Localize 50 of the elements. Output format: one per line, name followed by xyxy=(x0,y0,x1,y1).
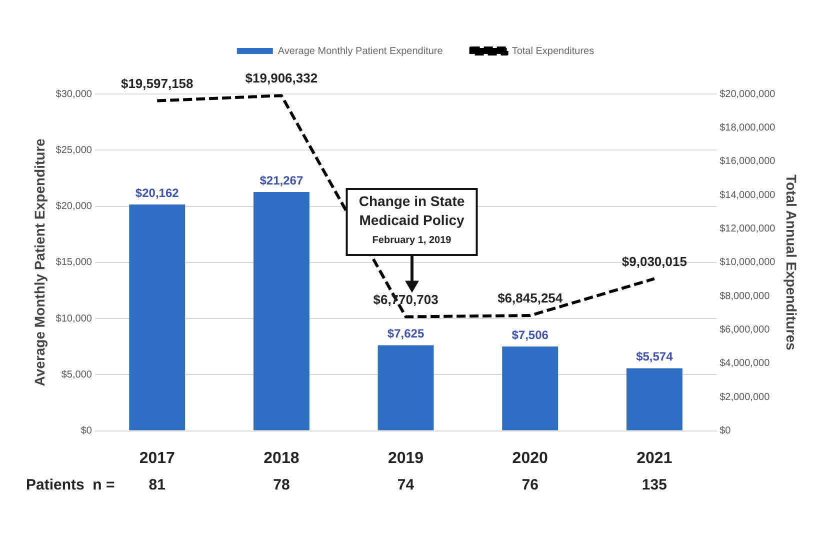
text: 135 xyxy=(642,476,667,494)
y2-tick-label: $14,000,000 xyxy=(720,190,776,201)
y2-axis-title: Total Annual Expenditures xyxy=(784,174,800,351)
x-tick-label: 2021 xyxy=(636,450,672,467)
data-label: $5,574 xyxy=(636,350,674,364)
text: 74 xyxy=(397,476,415,494)
y-tick-label: $15,000 xyxy=(56,257,92,268)
data-label: $20,162 xyxy=(135,186,180,200)
y2-tick-label: $4,000,000 xyxy=(720,358,770,370)
x-tick-label: 2019 xyxy=(388,450,424,467)
bar xyxy=(502,346,558,430)
data-label: $6,770,703 xyxy=(373,292,438,307)
y-tick-label: $30,000 xyxy=(56,88,92,100)
data-label: $9,030,015 xyxy=(622,254,687,269)
y-tick-label: $20,000 xyxy=(56,201,92,212)
y2-tick-label: $0 xyxy=(720,426,732,437)
data-label: $6,845,254 xyxy=(498,290,564,306)
data-label: $19,906,332 xyxy=(245,70,318,86)
y-tick-label: $25,000 xyxy=(56,144,92,156)
y-tick-label: $5,000 xyxy=(61,369,92,380)
data-label: $21,267 xyxy=(260,173,304,188)
data-label: $7,506 xyxy=(512,328,549,342)
data-label: $19,597,158 xyxy=(120,76,194,91)
y2-tick-label: $6,000,000 xyxy=(720,324,770,336)
x-tick-label: 2017 xyxy=(139,450,176,467)
y2-tick-label: $18,000,000 xyxy=(720,122,776,134)
text: 78 xyxy=(273,476,290,494)
y-tick-label: $0 xyxy=(80,426,92,437)
legend-label: Total Expenditures xyxy=(512,46,594,57)
y-axis-title: Average Monthly Patient Expenditure xyxy=(31,138,48,386)
text: Patients n = xyxy=(26,476,116,494)
x-tick-label: 2020 xyxy=(512,450,548,467)
y2-tick-label: $16,000,000 xyxy=(720,156,776,168)
bar xyxy=(253,192,310,430)
y2-tick-label: $12,000,000 xyxy=(720,223,776,234)
y2-tick-label: $10,000,000 xyxy=(720,257,776,268)
annotation: Change in State Medicaid Policy xyxy=(358,192,465,228)
bar xyxy=(626,368,682,430)
bar xyxy=(378,345,434,430)
text: 81 xyxy=(148,476,166,494)
y2-tick-label: $2,000,000 xyxy=(720,392,770,403)
text: 76 xyxy=(522,476,538,494)
y-tick-label: $10,000 xyxy=(56,313,92,324)
data-label: $7,625 xyxy=(387,326,424,341)
x-tick-label: 2018 xyxy=(264,450,300,467)
bar xyxy=(129,204,186,430)
y2-tick-label: $8,000,000 xyxy=(720,290,770,302)
legend-label: Average Monthly Patient Expenditure xyxy=(278,46,444,57)
annotation: February 1, 2019 xyxy=(372,234,452,246)
y2-tick-label: $20,000,000 xyxy=(720,88,776,100)
